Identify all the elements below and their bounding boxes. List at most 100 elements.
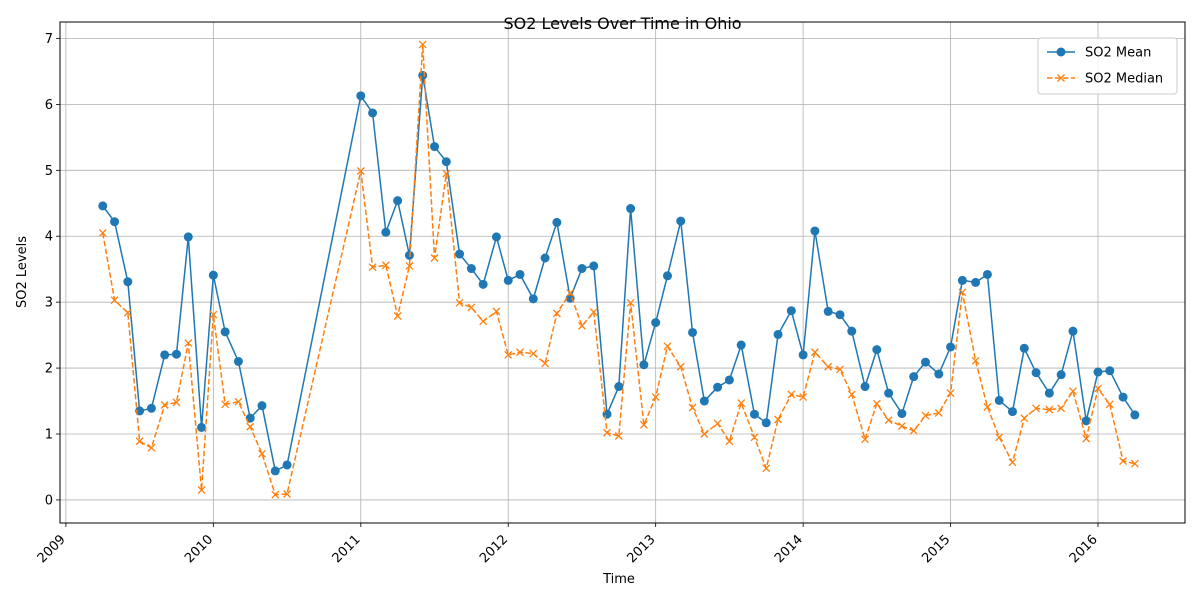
x-tick-label: 2014 [772, 532, 806, 566]
so2-mean-point [368, 108, 378, 118]
so2-median-point [197, 486, 206, 494]
so2-mean-point [860, 382, 870, 392]
so2-mean-point [171, 349, 181, 359]
y-tick-label: 5 [45, 164, 53, 179]
so2-median-point [1068, 387, 1077, 396]
so2-mean-point [183, 232, 193, 242]
plot-area [98, 40, 1140, 499]
so2-mean-point [946, 342, 956, 352]
so2-mean-point [1130, 410, 1140, 420]
so2-median-point [884, 416, 893, 425]
so2-median-point [897, 422, 906, 431]
so2-mean-point [515, 269, 525, 279]
so2-median-point [479, 317, 488, 326]
so2-median-point [147, 443, 156, 452]
so2-mean-point [589, 261, 599, 271]
so2-median-point [700, 430, 709, 438]
so2-mean-point [430, 142, 440, 152]
so2-median-point [737, 399, 746, 407]
legend: SO2 Mean SO2 Median [1037, 37, 1178, 95]
legend-mean-label: SO2 Mean [1085, 46, 1151, 61]
so2-mean-point [466, 264, 476, 274]
so2-mean-point [699, 396, 709, 406]
so2-mean-point [872, 345, 882, 355]
y-tick-label: 7 [45, 32, 53, 47]
legend-mean-marker [1056, 47, 1066, 57]
so2-mean-point [773, 329, 783, 339]
so2-median-point [221, 400, 230, 409]
so2-mean-point [626, 204, 636, 214]
so2-mean-point [662, 271, 672, 281]
so2-mean-point [920, 357, 930, 367]
so2-median-point [750, 433, 759, 442]
so2-mean-point [1056, 370, 1066, 380]
so2-mean-point [381, 227, 391, 237]
so2-median-point [1130, 459, 1139, 468]
y-tick-label: 4 [45, 230, 53, 245]
so2-median-point [774, 415, 783, 424]
so2-median-point [872, 399, 881, 408]
so2-mean-point [761, 418, 771, 428]
so2-median-point [810, 348, 819, 357]
y-axis-ticks: 0 1 2 3 4 5 6 7 [45, 32, 60, 508]
so2-mean-point [123, 277, 133, 287]
so2-median-point [589, 308, 598, 317]
so2-median-point [258, 449, 266, 458]
so2-median-point [676, 362, 685, 371]
so2-median-point [381, 261, 390, 270]
x-tick-label: 2015 [919, 532, 953, 566]
so2-mean-point [971, 277, 981, 287]
so2-median-point [1119, 457, 1128, 465]
so2-median-point [995, 433, 1004, 442]
so2-mean-point [540, 253, 550, 263]
legend-median-marker [1057, 74, 1065, 82]
so2-median-point [909, 426, 918, 435]
y-tick-label: 6 [45, 98, 53, 113]
so2-mean-point [208, 270, 218, 280]
so2-mean-point [614, 382, 624, 392]
so2-median-point [577, 321, 586, 330]
so2-mean-point [724, 375, 734, 385]
so2-mean-point [1081, 416, 1091, 426]
y-tick-label: 2 [45, 362, 53, 377]
so2-mean-point [957, 275, 967, 285]
so2-median-point [393, 312, 402, 320]
so2-median-point [234, 397, 243, 406]
so2-mean-point [282, 460, 292, 470]
so2-mean-point [810, 226, 820, 236]
so2-mean-point [688, 327, 698, 337]
so2-mean-point [110, 217, 120, 227]
y-tick-label: 0 [45, 493, 53, 508]
x-tick-label: 2010 [182, 532, 216, 566]
so2-median-point [824, 362, 833, 371]
so2-median-point [271, 490, 280, 499]
so2-median-point [516, 348, 524, 357]
so2-median-point [467, 303, 476, 312]
so2-median-point [172, 398, 181, 407]
so2-mean-point [270, 466, 280, 476]
so2-mean-point [798, 350, 808, 360]
so2-median-point [418, 40, 427, 49]
so2-median-point [135, 437, 144, 446]
so2-mean-point [478, 279, 488, 289]
so2-mean-point [651, 318, 661, 328]
so2-mean-point [441, 157, 451, 167]
so2-mean-point [994, 395, 1004, 405]
so2-median-point [184, 339, 193, 347]
so2-median-point [430, 254, 439, 262]
so2-mean-point [528, 294, 538, 304]
so2-mean-point [823, 306, 833, 316]
so2-mean-point [1068, 326, 1078, 336]
x-tick-label: 2009 [35, 532, 69, 566]
y-axis-label: SO2 Levels [15, 236, 30, 308]
so2-mean-point [897, 409, 907, 419]
so2-median-point [1020, 414, 1029, 423]
so2-median-point [921, 411, 930, 420]
so2-median-point [847, 390, 856, 399]
so2-mean-point [786, 306, 796, 316]
so2-median-point [123, 308, 132, 317]
legend-median-label: SO2 Median [1085, 72, 1163, 87]
so2-median-point [603, 428, 611, 437]
so2-median-point [663, 342, 672, 351]
